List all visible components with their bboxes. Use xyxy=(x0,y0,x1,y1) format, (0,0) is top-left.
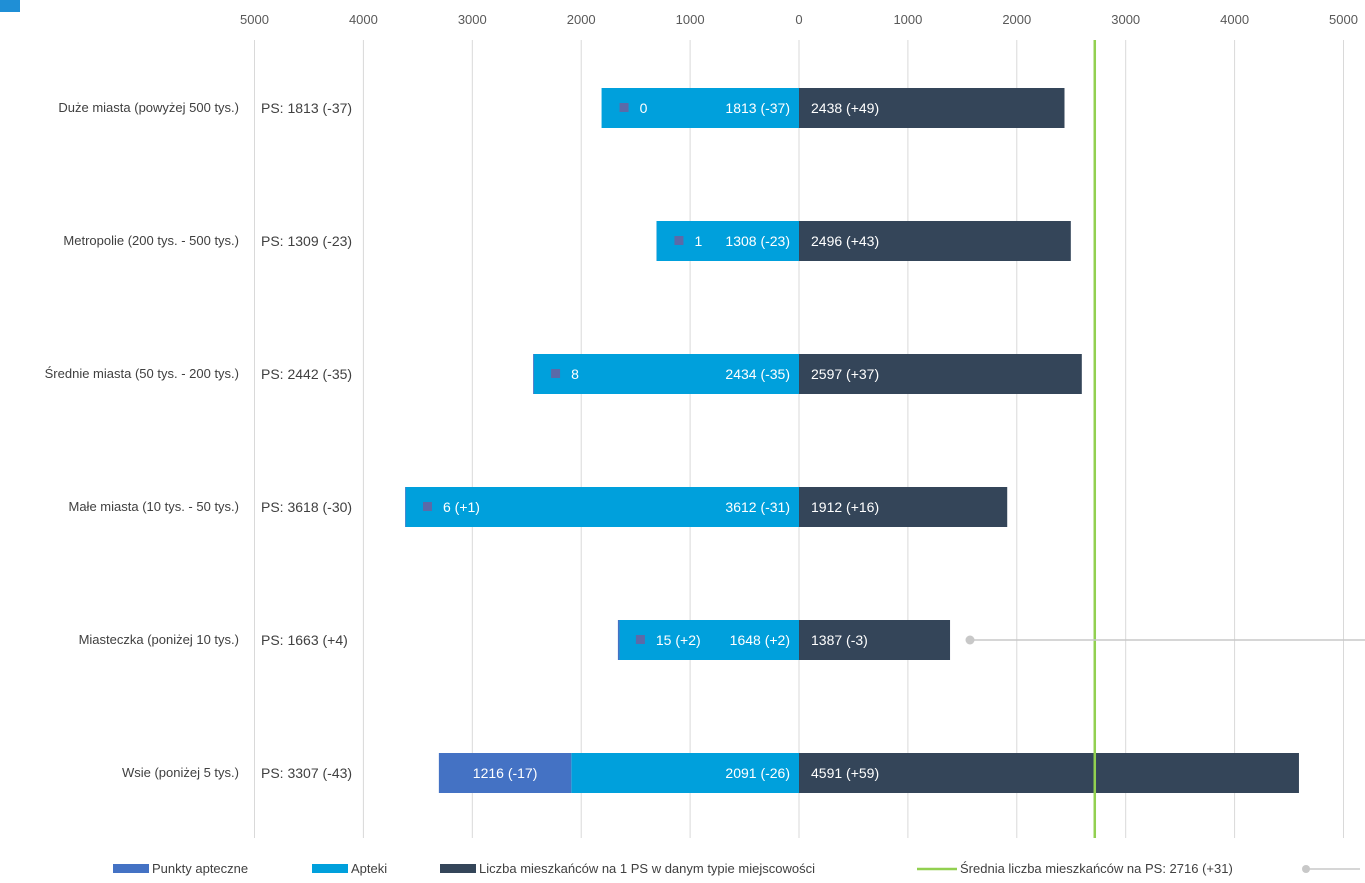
mieszkancy-data-label: 4591 (+59) xyxy=(811,765,879,781)
x-tick-label: 2000 xyxy=(1002,12,1031,27)
x-axis-ticks: 5000 4000 3000 2000 1000 0 1000 2000 3000 4000 500… xyxy=(240,12,1358,27)
bar-mieszkancy xyxy=(799,487,1008,527)
ps-total-label: PS: 3307 (-43) xyxy=(261,765,352,781)
legend-mieszkancy-swatch xyxy=(440,864,476,873)
mieszkancy-data-label: 1912 (+16) xyxy=(811,499,879,515)
punkty-marker xyxy=(551,369,561,378)
label-layer: Duże miasta (powyżej 500 tys.) PS: 1813 (… xyxy=(45,100,879,781)
mieszkancy-data-label: 2496 (+43) xyxy=(811,233,879,249)
bar-apteki xyxy=(571,753,799,793)
bar-apteki xyxy=(533,354,799,394)
punkty-data-label: 8 xyxy=(571,366,579,382)
category-label: Małe miasta (10 tys. - 50 tys.) xyxy=(69,499,240,514)
grid-layer xyxy=(254,40,1344,838)
bar-mieszkancy xyxy=(799,354,1082,394)
corner-mark xyxy=(0,0,20,12)
x-tick-label: 0 xyxy=(795,12,802,27)
ps-total-label: PS: 3618 (-30) xyxy=(261,499,352,515)
punkty-marker xyxy=(422,502,432,511)
x-tick-label: 4000 xyxy=(1220,12,1249,27)
punkty-marker xyxy=(674,236,684,245)
x-tick-label: 5000 xyxy=(1329,12,1358,27)
legend-punkty-apteczne-text: Punkty apteczne xyxy=(152,861,248,876)
category-label: Duże miasta (powyżej 500 tys.) xyxy=(58,100,239,115)
bar-punkty-apteczne xyxy=(404,487,406,527)
legend-srednia-text: Średnia liczba mieszkańców na PS: 2716 (… xyxy=(960,861,1233,876)
apteki-data-label: 1813 (-37) xyxy=(725,100,790,116)
apteki-data-label: 3612 (-31) xyxy=(725,499,790,515)
bar-apteki xyxy=(601,88,799,128)
bar-punkty-apteczne xyxy=(533,354,534,394)
bar-layer xyxy=(404,88,1299,793)
x-tick-label: 2000 xyxy=(567,12,596,27)
bar-apteki xyxy=(619,620,799,660)
category-label: Średnie miasta (50 tys. - 200 tys.) xyxy=(45,366,239,381)
bar-punkty-apteczne xyxy=(617,620,620,660)
bar-mieszkancy xyxy=(799,88,1065,128)
x-tick-label: 4000 xyxy=(349,12,378,27)
category-label: Wsie (poniżej 5 tys.) xyxy=(122,765,239,780)
x-tick-label: 5000 xyxy=(240,12,269,27)
mieszkancy-data-label: 1387 (-3) xyxy=(811,632,868,648)
connector-layer xyxy=(965,635,1365,645)
x-tick-label: 3000 xyxy=(1111,12,1140,27)
ps-total-label: PS: 1663 (+4) xyxy=(261,632,348,648)
bar-mieszkancy xyxy=(799,221,1071,261)
legend-mieszkancy-text: Liczba mieszkańców na 1 PS w danym typie… xyxy=(479,861,815,876)
x-tick-label: 1000 xyxy=(893,12,922,27)
punkty-data-label: 0 xyxy=(640,100,648,116)
bar-mieszkancy xyxy=(799,753,1299,793)
apteki-data-label: 2091 (-26) xyxy=(725,765,790,781)
apteki-data-label: 2434 (-35) xyxy=(725,366,790,382)
legend-punkty-apteczne-swatch xyxy=(113,864,149,873)
bar-apteki xyxy=(405,487,799,527)
category-label: Metropolie (200 tys. - 500 tys.) xyxy=(63,233,239,248)
punkty-data-label: 15 (+2) xyxy=(656,632,701,648)
apteki-data-label: 1308 (-23) xyxy=(725,233,790,249)
legend-apteki-text: Apteki xyxy=(351,861,387,876)
x-tick-label: 3000 xyxy=(458,12,487,27)
mieszkancy-data-label: 2597 (+37) xyxy=(811,366,879,382)
punkty-data-label: 1 xyxy=(694,233,702,249)
ps-total-label: PS: 2442 (-35) xyxy=(261,366,352,382)
punkty-marker xyxy=(619,103,629,112)
bar-punkty-apteczne xyxy=(438,753,572,793)
bar-mieszkancy xyxy=(799,620,951,660)
apteki-data-label: 1648 (+2) xyxy=(730,632,790,648)
punkty-data-label: 1216 (-17) xyxy=(473,765,538,781)
legend: Punkty apteczne Apteki Liczba mieszkańców … xyxy=(113,861,1360,876)
punkty-data-label: 6 (+1) xyxy=(443,499,480,515)
x-tick-label: 1000 xyxy=(676,12,705,27)
punkty-marker xyxy=(635,635,645,644)
ps-total-label: PS: 1309 (-23) xyxy=(261,233,352,249)
category-label: Miasteczka (poniżej 10 tys.) xyxy=(79,632,239,647)
mieszkancy-data-label: 2438 (+49) xyxy=(811,100,879,116)
legend-apteki-swatch xyxy=(312,864,348,873)
ps-total-label: PS: 1813 (-37) xyxy=(261,100,352,116)
